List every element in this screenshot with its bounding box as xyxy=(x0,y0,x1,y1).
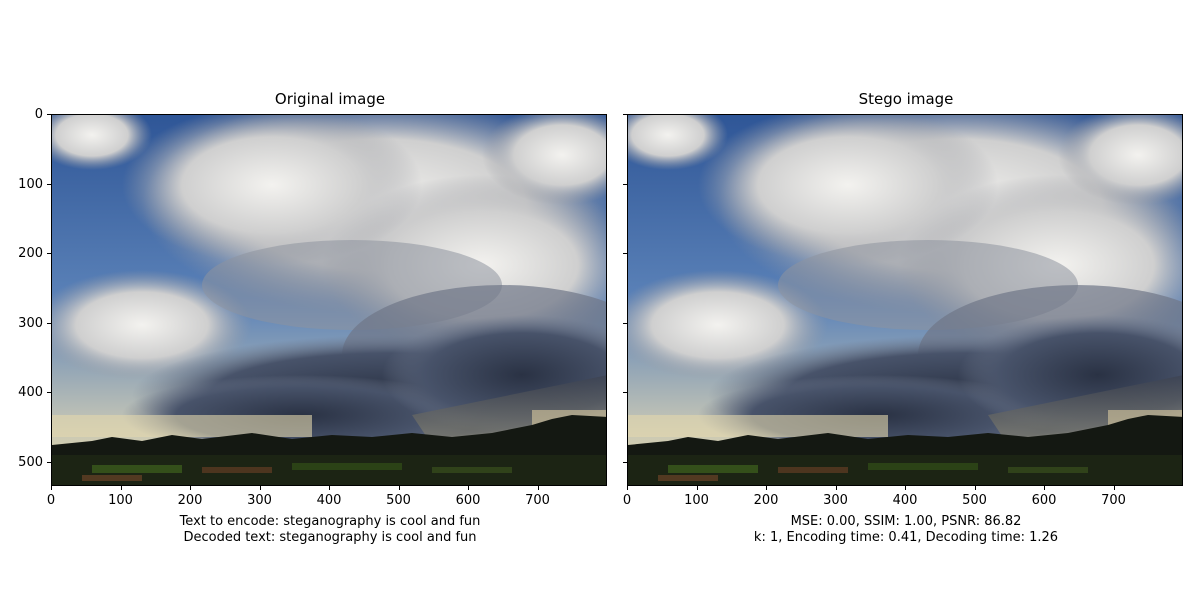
x-tickmark xyxy=(259,486,261,490)
stego-image xyxy=(627,114,1183,486)
y-tickmark xyxy=(47,392,51,394)
x-tickmark xyxy=(329,486,330,490)
stego-scene xyxy=(628,115,1182,485)
x-tick-label: 0 xyxy=(622,493,632,508)
y-tickmark xyxy=(623,253,627,255)
y-tickmark xyxy=(47,183,51,185)
x-tickmark xyxy=(468,486,469,490)
decoded-text-line: Decoded text: steganography is cool and … xyxy=(183,530,477,545)
x-tick-label: 500 xyxy=(962,493,987,508)
x-tick-label: 300 xyxy=(823,493,848,508)
x-tickmark xyxy=(835,486,837,490)
y-tickmark xyxy=(623,322,627,324)
y-tickmark xyxy=(623,183,627,185)
x-tick-label: 0 xyxy=(46,493,56,508)
x-tick-label: 100 xyxy=(108,493,133,508)
timing-line: k: 1, Encoding time: 0.41, Decoding time… xyxy=(753,530,1059,545)
x-tickmark xyxy=(766,486,767,490)
x-tick-label: 200 xyxy=(753,493,779,508)
y-tickmark xyxy=(47,253,51,255)
y-tick-label: 0 xyxy=(34,107,43,122)
x-tick-label: 700 xyxy=(1101,493,1126,508)
x-tickmark xyxy=(1044,486,1045,490)
y-tick-label: 500 xyxy=(18,454,43,470)
y-tickmark xyxy=(47,114,51,115)
y-tickmark xyxy=(47,322,51,324)
x-tickmark xyxy=(190,486,191,490)
x-tick-label: 300 xyxy=(247,493,272,508)
y-tick-label: 400 xyxy=(18,385,43,401)
left-panel-title: Original image xyxy=(274,90,386,108)
x-tickmark xyxy=(120,486,122,490)
left-caption: Text to encode: steganography is cool an… xyxy=(51,514,609,546)
x-tick-label: 600 xyxy=(455,493,481,508)
y-tickmark xyxy=(623,392,627,394)
x-tick-label: 400 xyxy=(316,493,342,508)
x-tickmark xyxy=(905,486,906,490)
x-tick-label: 600 xyxy=(1031,493,1057,508)
right-panel-title: Stego image xyxy=(858,90,954,108)
metrics-line: MSE: 0.00, SSIM: 1.00, PSNR: 86.82 xyxy=(790,514,1022,529)
x-tickmark xyxy=(537,486,539,490)
y-tickmark xyxy=(623,114,627,115)
y-tick-label: 300 xyxy=(18,315,43,331)
encode-text-line: Text to encode: steganography is cool an… xyxy=(179,514,481,529)
y-tickmark xyxy=(47,461,51,463)
right-caption: MSE: 0.00, SSIM: 1.00, PSNR: 86.82 k: 1,… xyxy=(627,514,1185,546)
y-tick-label: 100 xyxy=(18,176,43,192)
x-tick-label: 200 xyxy=(177,493,203,508)
x-tickmark xyxy=(627,486,628,490)
y-tick-label: 200 xyxy=(18,246,43,262)
x-tick-label: 500 xyxy=(386,493,411,508)
x-tickmark xyxy=(398,486,400,490)
x-tick-label: 100 xyxy=(684,493,709,508)
original-image xyxy=(51,114,607,486)
y-tickmark xyxy=(623,461,627,463)
x-tick-label: 400 xyxy=(892,493,918,508)
x-tickmark xyxy=(696,486,698,490)
x-tickmark xyxy=(974,486,976,490)
x-tick-label: 700 xyxy=(525,493,550,508)
x-tickmark xyxy=(1113,486,1115,490)
x-tickmark xyxy=(51,486,52,490)
